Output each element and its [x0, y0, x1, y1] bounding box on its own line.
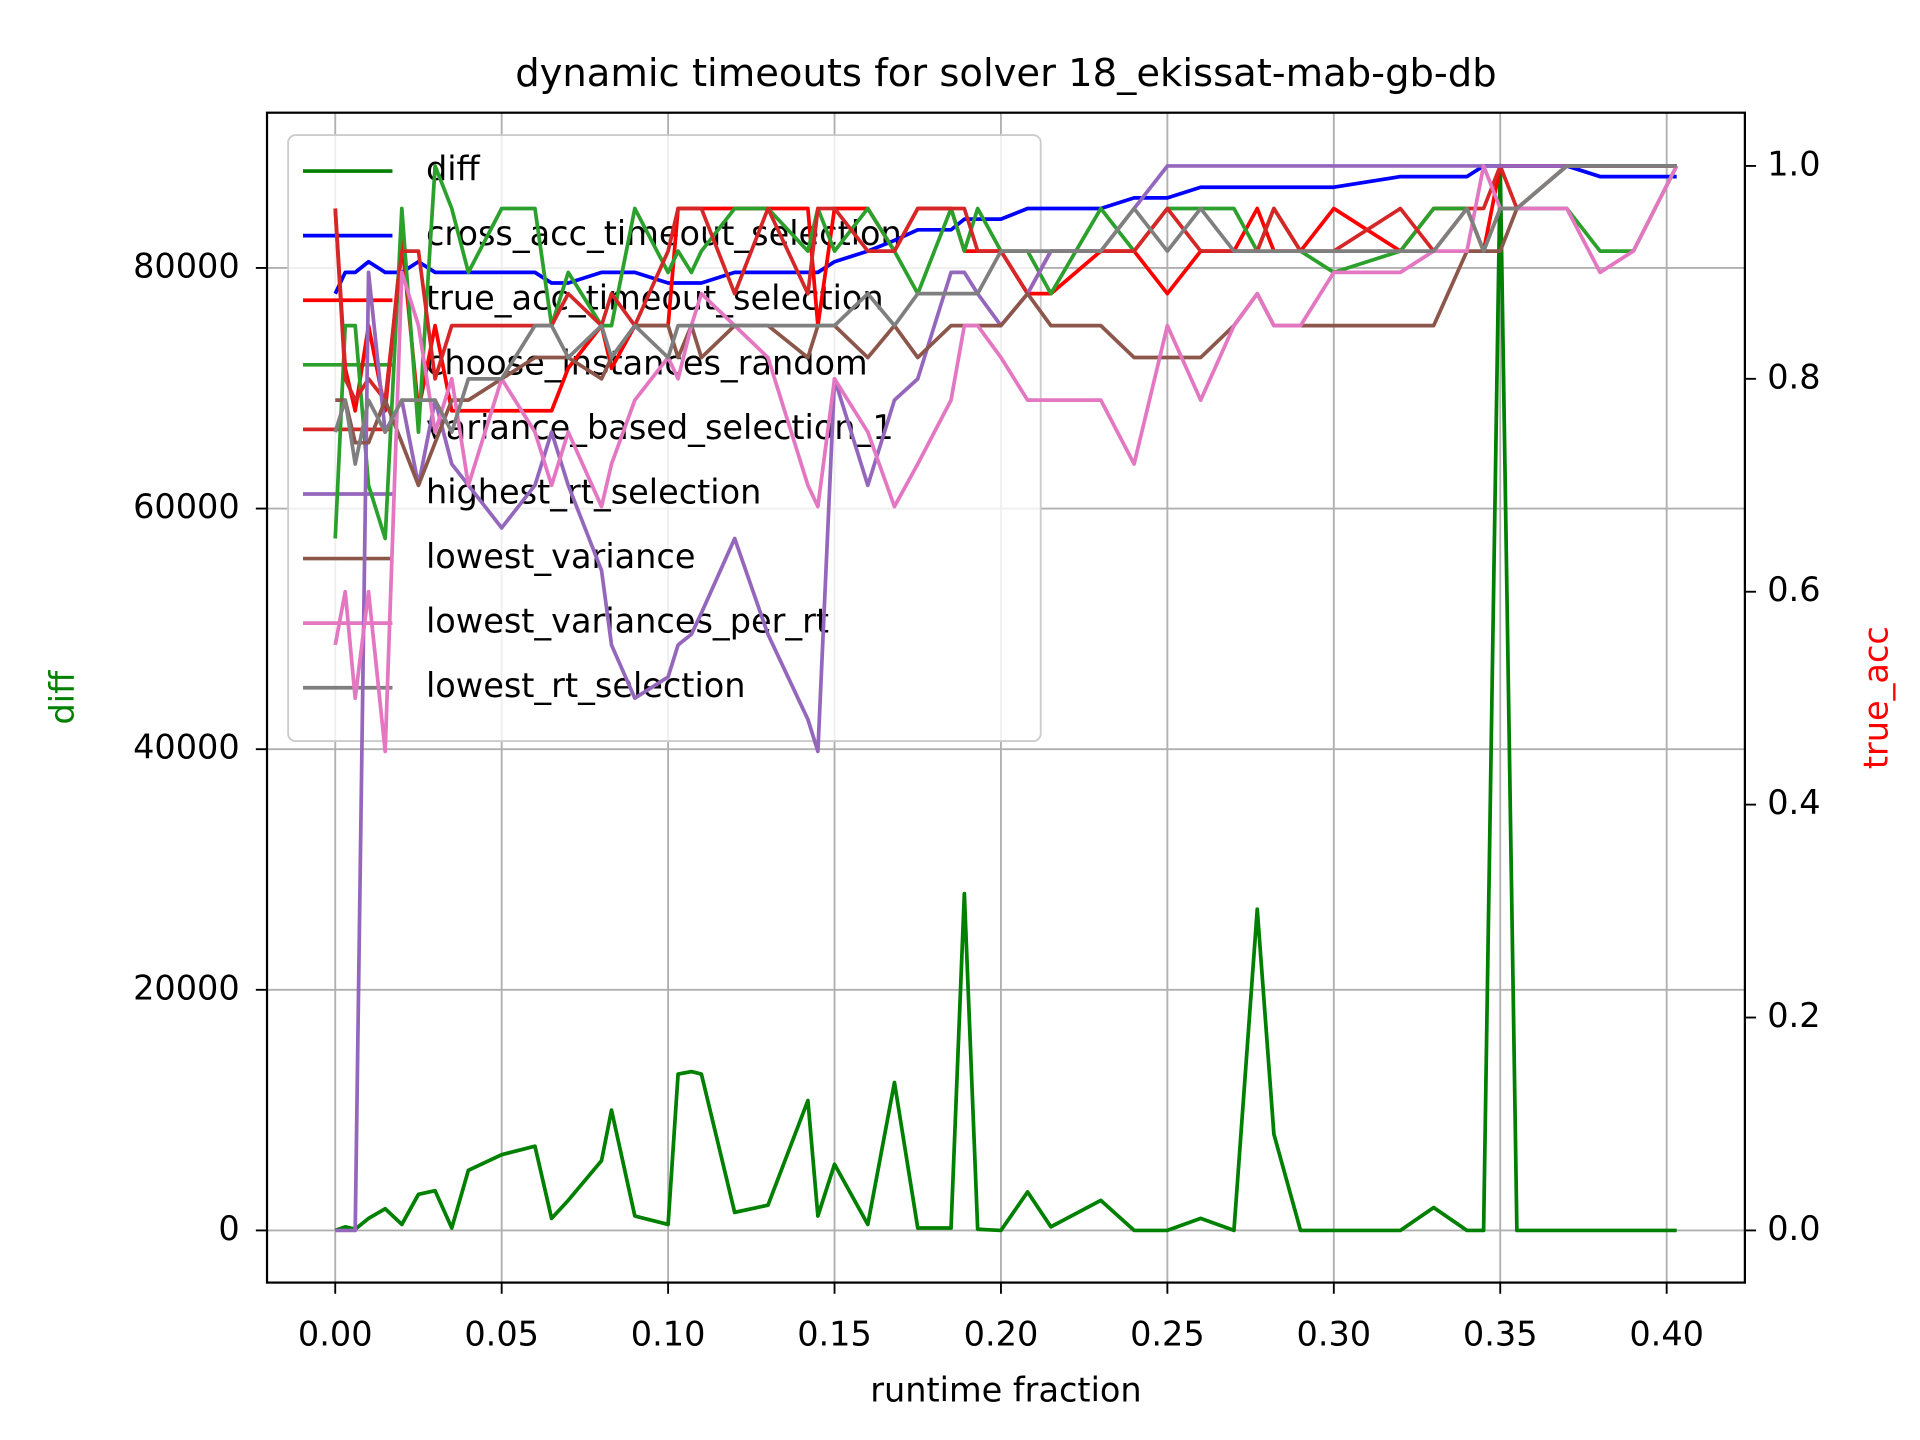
y2-axis-label: true_acc: [1856, 626, 1895, 769]
y2-tick-label: 0.6: [1767, 570, 1820, 609]
y2-tick-label: 0.4: [1767, 783, 1820, 822]
y-tick-label: 20000: [133, 968, 240, 1007]
y-tick-label: 40000: [133, 728, 240, 767]
series-line: [333, 164, 1677, 466]
x-tick-label: 0.35: [1463, 1314, 1538, 1353]
y-tick-label: 60000: [133, 487, 240, 526]
y2-tick-label: 0.0: [1767, 1209, 1820, 1248]
series-line: [333, 164, 1679, 541]
x-tick-label: 0.20: [964, 1314, 1039, 1353]
y-axis-label: diff: [43, 670, 82, 725]
y-tick-label: 80000: [133, 246, 240, 285]
y-tick-label: 0: [218, 1209, 239, 1248]
series-line: [333, 164, 1679, 754]
y2-tick-label: 1.0: [1767, 144, 1820, 183]
series-line: [335, 164, 1677, 488]
y2-tick-label: 0.8: [1767, 357, 1820, 396]
legend-box: [287, 134, 1042, 743]
series-line: [335, 164, 1677, 1233]
x-tick-label: 0.05: [464, 1314, 539, 1353]
y2-tick-label: 0.2: [1767, 996, 1820, 1035]
x-tick-label: 0.00: [298, 1314, 373, 1353]
x-tick-label: 0.30: [1297, 1314, 1372, 1353]
series-line: [333, 164, 1677, 295]
series-line: [334, 163, 1677, 1233]
x-tick-label: 0.40: [1629, 1314, 1704, 1353]
x-tick-label: 0.25: [1130, 1314, 1205, 1353]
legend-label: lowest_variance: [426, 537, 695, 576]
plot-frame: [265, 111, 1747, 1284]
chart-title: dynamic timeouts for solver 18_ekissat-m…: [515, 51, 1496, 96]
legend-label: variance_based_selection_1: [426, 408, 894, 447]
x-axis-label: runtime fraction: [870, 1370, 1141, 1409]
x-tick-label: 0.15: [797, 1314, 872, 1353]
series-line: [333, 164, 1677, 402]
x-tick-label: 0.10: [631, 1314, 706, 1353]
legend-label: lowest_rt_selection: [426, 666, 746, 705]
legend-label: choose_instances_random: [426, 343, 868, 382]
